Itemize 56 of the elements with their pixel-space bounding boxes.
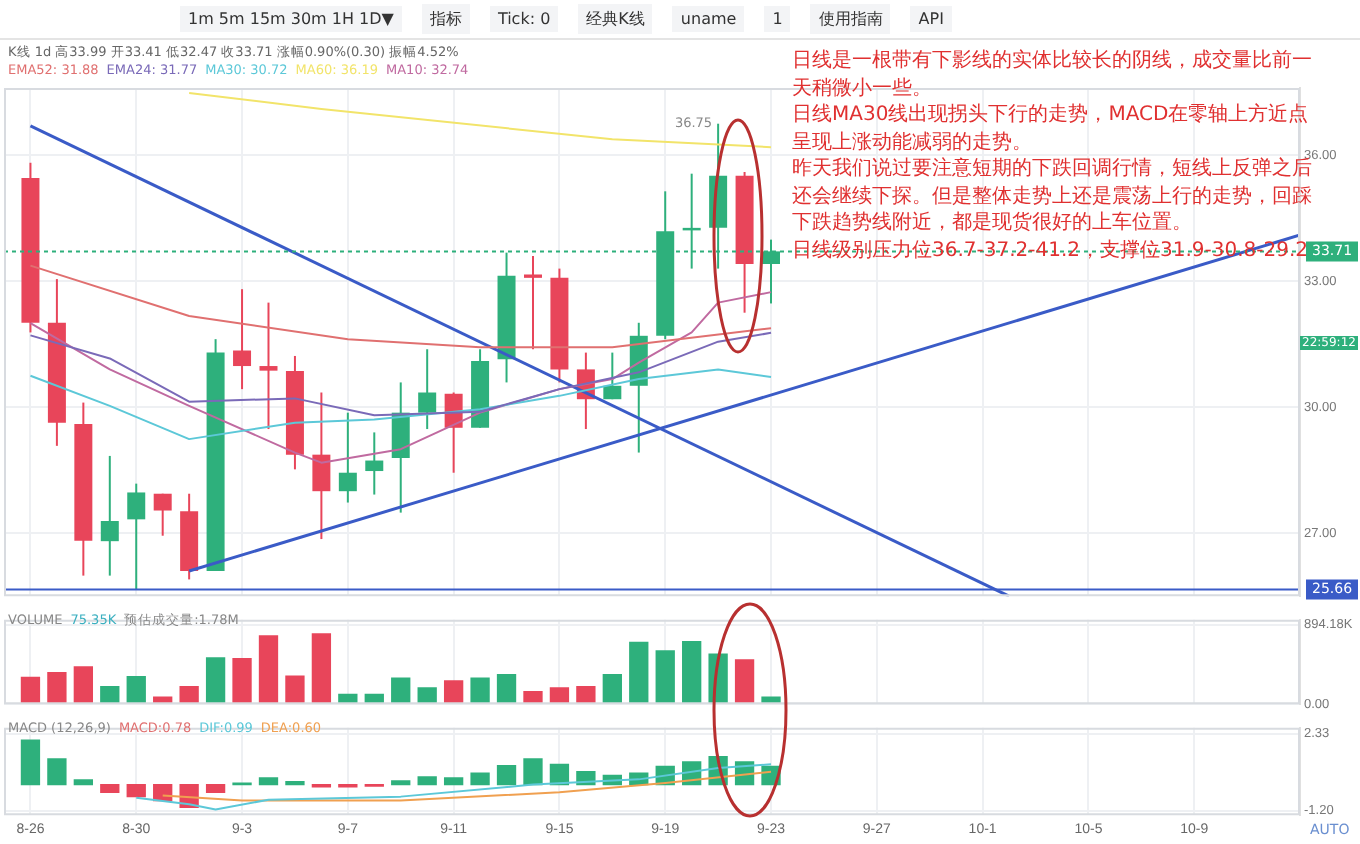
bar: [232, 657, 252, 704]
bar: [285, 675, 305, 704]
bar: [470, 677, 490, 704]
bar: [655, 650, 675, 704]
bar: [258, 635, 279, 704]
bar: [126, 783, 146, 798]
bar: [443, 680, 464, 704]
bar: [258, 777, 279, 786]
bar: [20, 676, 41, 704]
candlestick: [523, 255, 542, 351]
candlestick: [100, 454, 119, 577]
text: 使用指南: [810, 4, 891, 34]
bar: [470, 772, 490, 786]
annotation: 昨天我们说过要注意短期的下跌回调行情，短线上反弹之后还会继续下探。但是整体走势上还是震荡上行的走势，回踩下跌趋势线附近，都是现货很好的上车位置。: [792, 157, 1312, 237]
text: API: [910, 6, 952, 32]
bar: [523, 758, 543, 786]
bar: [443, 777, 464, 786]
bar: [734, 659, 755, 704]
bar: [179, 685, 199, 704]
bar: [391, 677, 411, 704]
bar: [205, 783, 226, 793]
bar: [629, 641, 649, 704]
bar: [682, 641, 702, 704]
text: Tick: 0: [489, 6, 559, 32]
bar: [576, 685, 596, 704]
bar: [417, 776, 437, 786]
bar: [100, 783, 120, 793]
bar: [47, 671, 67, 704]
bar: [205, 657, 226, 704]
bar: [391, 780, 411, 786]
text: 1: [764, 6, 791, 32]
candlestick: [259, 301, 278, 431]
bar: [496, 764, 517, 786]
candlestick: [312, 391, 331, 541]
bar: [126, 676, 146, 704]
bar: [285, 780, 305, 786]
bar: [47, 758, 67, 786]
bar: [73, 779, 94, 786]
bar: [73, 666, 94, 704]
candlestick: [338, 411, 357, 504]
candlestick: [365, 431, 384, 496]
bar: [496, 674, 517, 704]
text: 经典K线: [578, 4, 653, 34]
text: uname: [672, 6, 745, 32]
text: 指标: [421, 4, 470, 34]
candlestick: [233, 288, 252, 391]
bar: [311, 633, 332, 704]
text: 1m 5m 15m 30m 1H 1D▼: [180, 6, 402, 32]
bar: [20, 739, 41, 786]
candlestick: [153, 492, 172, 537]
annotation: 日线是一根带有下影线的实体比较长的阴线，成交量比前一天稍微小一些。: [792, 48, 1314, 102]
candlestick: [603, 351, 622, 401]
bar: [602, 674, 622, 704]
candlestick: [127, 482, 146, 591]
candlestick: [418, 348, 437, 431]
annotation: 日线MA30线出现拐头下行的走势，MACD在零轴上方近点呈现上涨动能减弱的走势。: [792, 104, 1309, 153]
